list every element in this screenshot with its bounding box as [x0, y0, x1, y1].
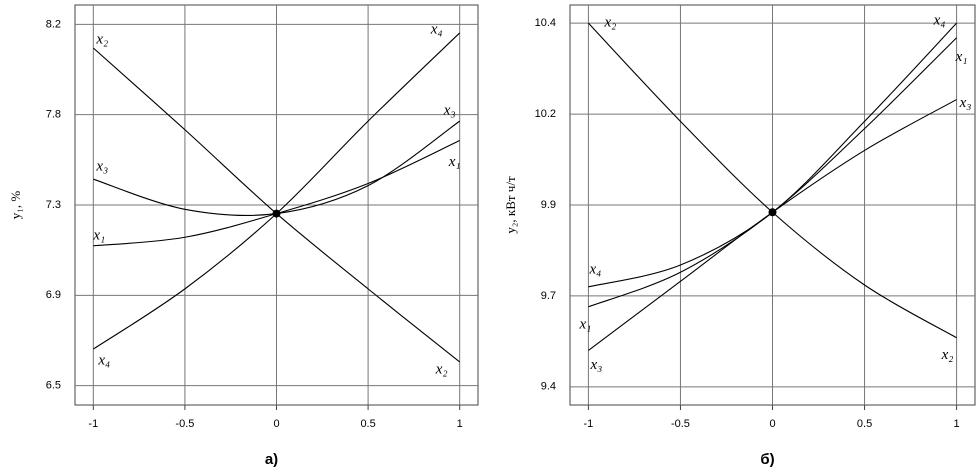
curve-label: x₁ [578, 316, 591, 332]
y-axis-label: y₂, кВт ч/т [503, 176, 518, 234]
y-axis-label: y₁, % [8, 191, 23, 220]
chart: 6.5 6.9 7.3 7.8 8.2 -1 -0.5 0 0.5 1 y₁, % а) x₁ x₁ x₂ x… [8, 4, 479, 468]
curve-label: x₂ [95, 31, 108, 47]
curve-label: x₂ [435, 361, 448, 377]
y-tick-label: 7.3 [46, 199, 61, 211]
y-tick-label: 9.4 [541, 381, 556, 393]
y-tick-label: 10.4 [535, 17, 556, 29]
curve-label: x₃ [959, 95, 972, 111]
x-tick-label: 0 [769, 418, 775, 430]
y-tick-label: 10.2 [535, 108, 556, 120]
y-tick-label: 9.9 [541, 199, 556, 211]
curve-label: x₄ [430, 21, 443, 37]
x-tick-label: -1 [88, 418, 98, 430]
y-tick-label: 6.5 [46, 380, 61, 392]
y-tick-label: 9.7 [541, 290, 556, 302]
caption: б) [760, 451, 774, 468]
series-line [588, 22, 957, 288]
caption: а) [265, 451, 278, 468]
chart: 9.4 9.7 9.9 10.2 10.4 -1 -0.5 0 0.5 1 y₂, кВт ч/т б… [503, 4, 976, 468]
curve-label: x₄ [588, 261, 601, 277]
x-tick-label: -0.5 [671, 418, 690, 430]
y-tick-label: 6.9 [46, 289, 61, 301]
y-tick-label: 7.8 [46, 109, 61, 121]
x-tick-label: 0.5 [360, 418, 375, 430]
center-point [768, 208, 777, 217]
curve-label: x₂ [941, 347, 954, 363]
x-tick-label: -0.5 [175, 418, 194, 430]
curve-label: x₁ [955, 49, 968, 65]
curve-label: x₄ [933, 13, 946, 29]
curve-label: x₃ [443, 103, 456, 119]
curve-label: x₃ [95, 159, 108, 175]
curve-label: x₁ [92, 227, 105, 243]
x-tick-label: 0.5 [857, 418, 872, 430]
curve-label: x₂ [603, 15, 616, 31]
x-tick-label: 1 [954, 418, 960, 430]
x-tick-label: 1 [457, 418, 463, 430]
x-tick-label: -1 [584, 418, 594, 430]
curve-label: x₁ [448, 154, 461, 170]
y-tick-label: 8.2 [46, 18, 61, 30]
center-point [272, 209, 281, 218]
curve-label: x₄ [97, 353, 110, 369]
x-tick-label: 0 [273, 418, 279, 430]
curve-label: x₃ [589, 357, 602, 373]
